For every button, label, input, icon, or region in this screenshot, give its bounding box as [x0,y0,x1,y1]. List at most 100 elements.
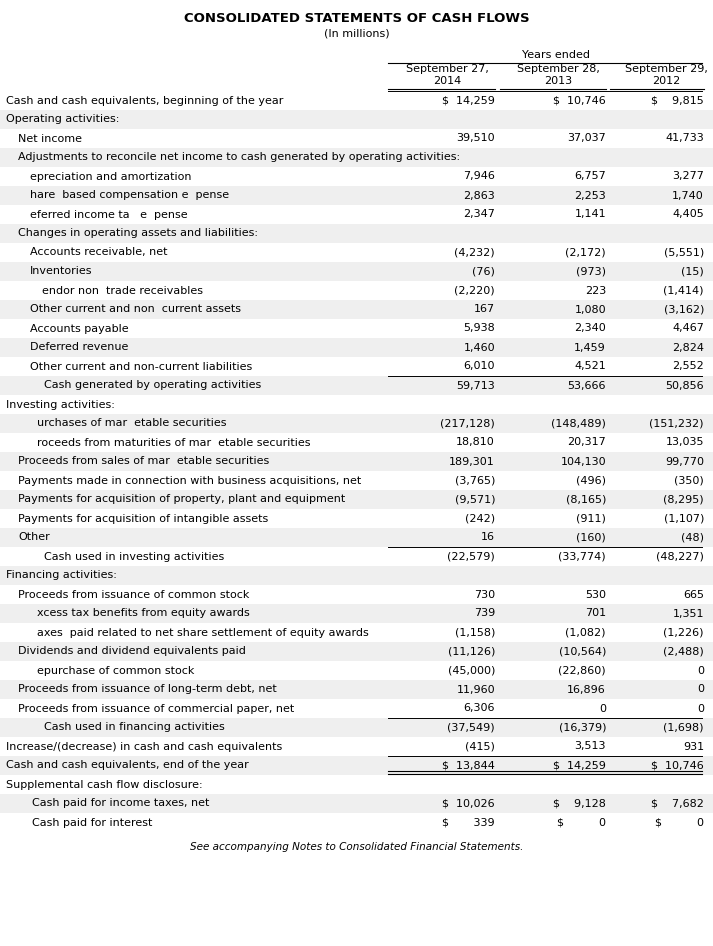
Text: Cash generated by operating activities: Cash generated by operating activities [30,380,261,391]
Text: Accounts receivable, net: Accounts receivable, net [30,248,168,257]
Text: 739: 739 [473,608,495,619]
Text: (496): (496) [576,476,606,485]
Text: Years ended: Years ended [523,50,590,60]
Text: Cash and cash equivalents, beginning of the year: Cash and cash equivalents, beginning of … [6,96,283,106]
Text: 931: 931 [683,742,704,751]
Text: Cash used in investing activities: Cash used in investing activities [30,552,225,562]
Text: Other: Other [18,533,50,542]
Text: 0: 0 [599,704,606,713]
Bar [0,528,713,547]
Bar [0,490,713,509]
Text: Proceeds from issuance of common stock: Proceeds from issuance of common stock [18,589,250,600]
Bar [0,414,713,433]
Text: (1,158): (1,158) [455,627,495,638]
Text: $  10,026: $ 10,026 [442,798,495,809]
Text: (33,774): (33,774) [558,552,606,562]
Text: $       339: $ 339 [442,817,495,828]
Text: 4,521: 4,521 [574,361,606,372]
Text: 13,035: 13,035 [665,437,704,447]
Text: 104,130: 104,130 [560,457,606,466]
Text: (911): (911) [576,514,606,523]
Text: (973): (973) [576,267,606,276]
Text: (8,295): (8,295) [663,495,704,504]
Text: $  14,259: $ 14,259 [442,96,495,106]
Text: 0: 0 [697,704,704,713]
Text: 59,713: 59,713 [456,380,495,391]
Text: (2,220): (2,220) [454,286,495,295]
Text: urchases of mar  etable securities: urchases of mar etable securities [30,418,227,429]
Text: Financing activities:: Financing activities: [6,570,117,581]
Text: $          0: $ 0 [655,817,704,828]
Text: 223: 223 [585,286,606,295]
Text: $    9,128: $ 9,128 [553,798,606,809]
Text: (8,165): (8,165) [565,495,606,504]
Text: $    7,682: $ 7,682 [651,798,704,809]
Text: hare  based compensation e  pense: hare based compensation e pense [30,190,229,201]
Text: 53,666: 53,666 [568,380,606,391]
Bar [0,718,713,737]
Bar [0,794,713,813]
Text: Increase/(decrease) in cash and cash equivalents: Increase/(decrease) in cash and cash equ… [6,742,282,751]
Text: 167: 167 [474,305,495,314]
Text: 20,317: 20,317 [568,437,606,447]
Text: 37,037: 37,037 [568,133,606,144]
Text: CONSOLIDATED STATEMENTS OF CASH FLOWS: CONSOLIDATED STATEMENTS OF CASH FLOWS [184,12,529,25]
Text: 1,351: 1,351 [672,608,704,619]
Text: (5,551): (5,551) [664,248,704,257]
Text: epreciation and amortization: epreciation and amortization [30,171,192,182]
Text: (22,579): (22,579) [447,552,495,562]
Bar [0,224,713,243]
Text: Net income: Net income [18,133,82,144]
Text: (1,107): (1,107) [664,514,704,523]
Text: 530: 530 [585,589,606,600]
Text: endor non  trade receivables: endor non trade receivables [42,286,203,295]
Bar [0,376,713,395]
Text: Proceeds from sales of mar  etable securities: Proceeds from sales of mar etable securi… [18,457,270,466]
Text: Operating activities:: Operating activities: [6,114,119,125]
Text: Cash and cash equivalents, end of the year: Cash and cash equivalents, end of the ye… [6,761,249,770]
Text: 1,080: 1,080 [575,305,606,314]
Text: xcess tax benefits from equity awards: xcess tax benefits from equity awards [30,608,250,619]
Text: Supplemental cash flow disclosure:: Supplemental cash flow disclosure: [6,780,202,790]
Text: 0: 0 [697,665,704,675]
Text: Payments for acquisition of property, plant and equipment: Payments for acquisition of property, pl… [18,495,345,504]
Text: Other current and non  current assets: Other current and non current assets [30,305,241,314]
Text: (16,379): (16,379) [558,723,606,732]
Text: 4,405: 4,405 [672,209,704,219]
Text: 11,960: 11,960 [456,685,495,694]
Text: Proceeds from issuance of commercial paper, net: Proceeds from issuance of commercial pap… [18,704,294,713]
Text: (2,488): (2,488) [663,646,704,657]
Text: Dividends and dividend equivalents paid: Dividends and dividend equivalents paid [18,646,246,657]
Text: roceeds from maturities of mar  etable securities: roceeds from maturities of mar etable se… [30,437,310,447]
Text: (48,227): (48,227) [656,552,704,562]
Text: $  14,259: $ 14,259 [553,761,606,770]
Text: 730: 730 [474,589,495,600]
Bar [0,338,713,357]
Text: Inventories: Inventories [30,267,93,276]
Text: 6,757: 6,757 [574,171,606,182]
Text: (242): (242) [465,514,495,523]
Text: 6,306: 6,306 [463,704,495,713]
Text: Deferred revenue: Deferred revenue [30,342,128,353]
Text: (1,082): (1,082) [565,627,606,638]
Bar [0,262,713,281]
Text: 2,340: 2,340 [574,324,606,334]
Text: 1,459: 1,459 [574,342,606,353]
Text: 665: 665 [683,589,704,600]
Text: 3,513: 3,513 [575,742,606,751]
Text: September 28,
2013: September 28, 2013 [516,64,600,85]
Text: 16,896: 16,896 [568,685,606,694]
Text: Cash used in financing activities: Cash used in financing activities [30,723,225,732]
Text: September 29,
2012: September 29, 2012 [625,64,707,85]
Text: 0: 0 [697,685,704,694]
Bar [0,680,713,699]
Bar [0,756,713,775]
Text: Accounts payable: Accounts payable [30,324,128,334]
Text: 2,552: 2,552 [672,361,704,372]
Text: 2,347: 2,347 [463,209,495,219]
Text: (45,000): (45,000) [448,665,495,675]
Text: Changes in operating assets and liabilities:: Changes in operating assets and liabilit… [18,229,258,238]
Text: 7,946: 7,946 [463,171,495,182]
Text: September 27,
2014: September 27, 2014 [406,64,488,85]
Text: (3,765): (3,765) [455,476,495,485]
